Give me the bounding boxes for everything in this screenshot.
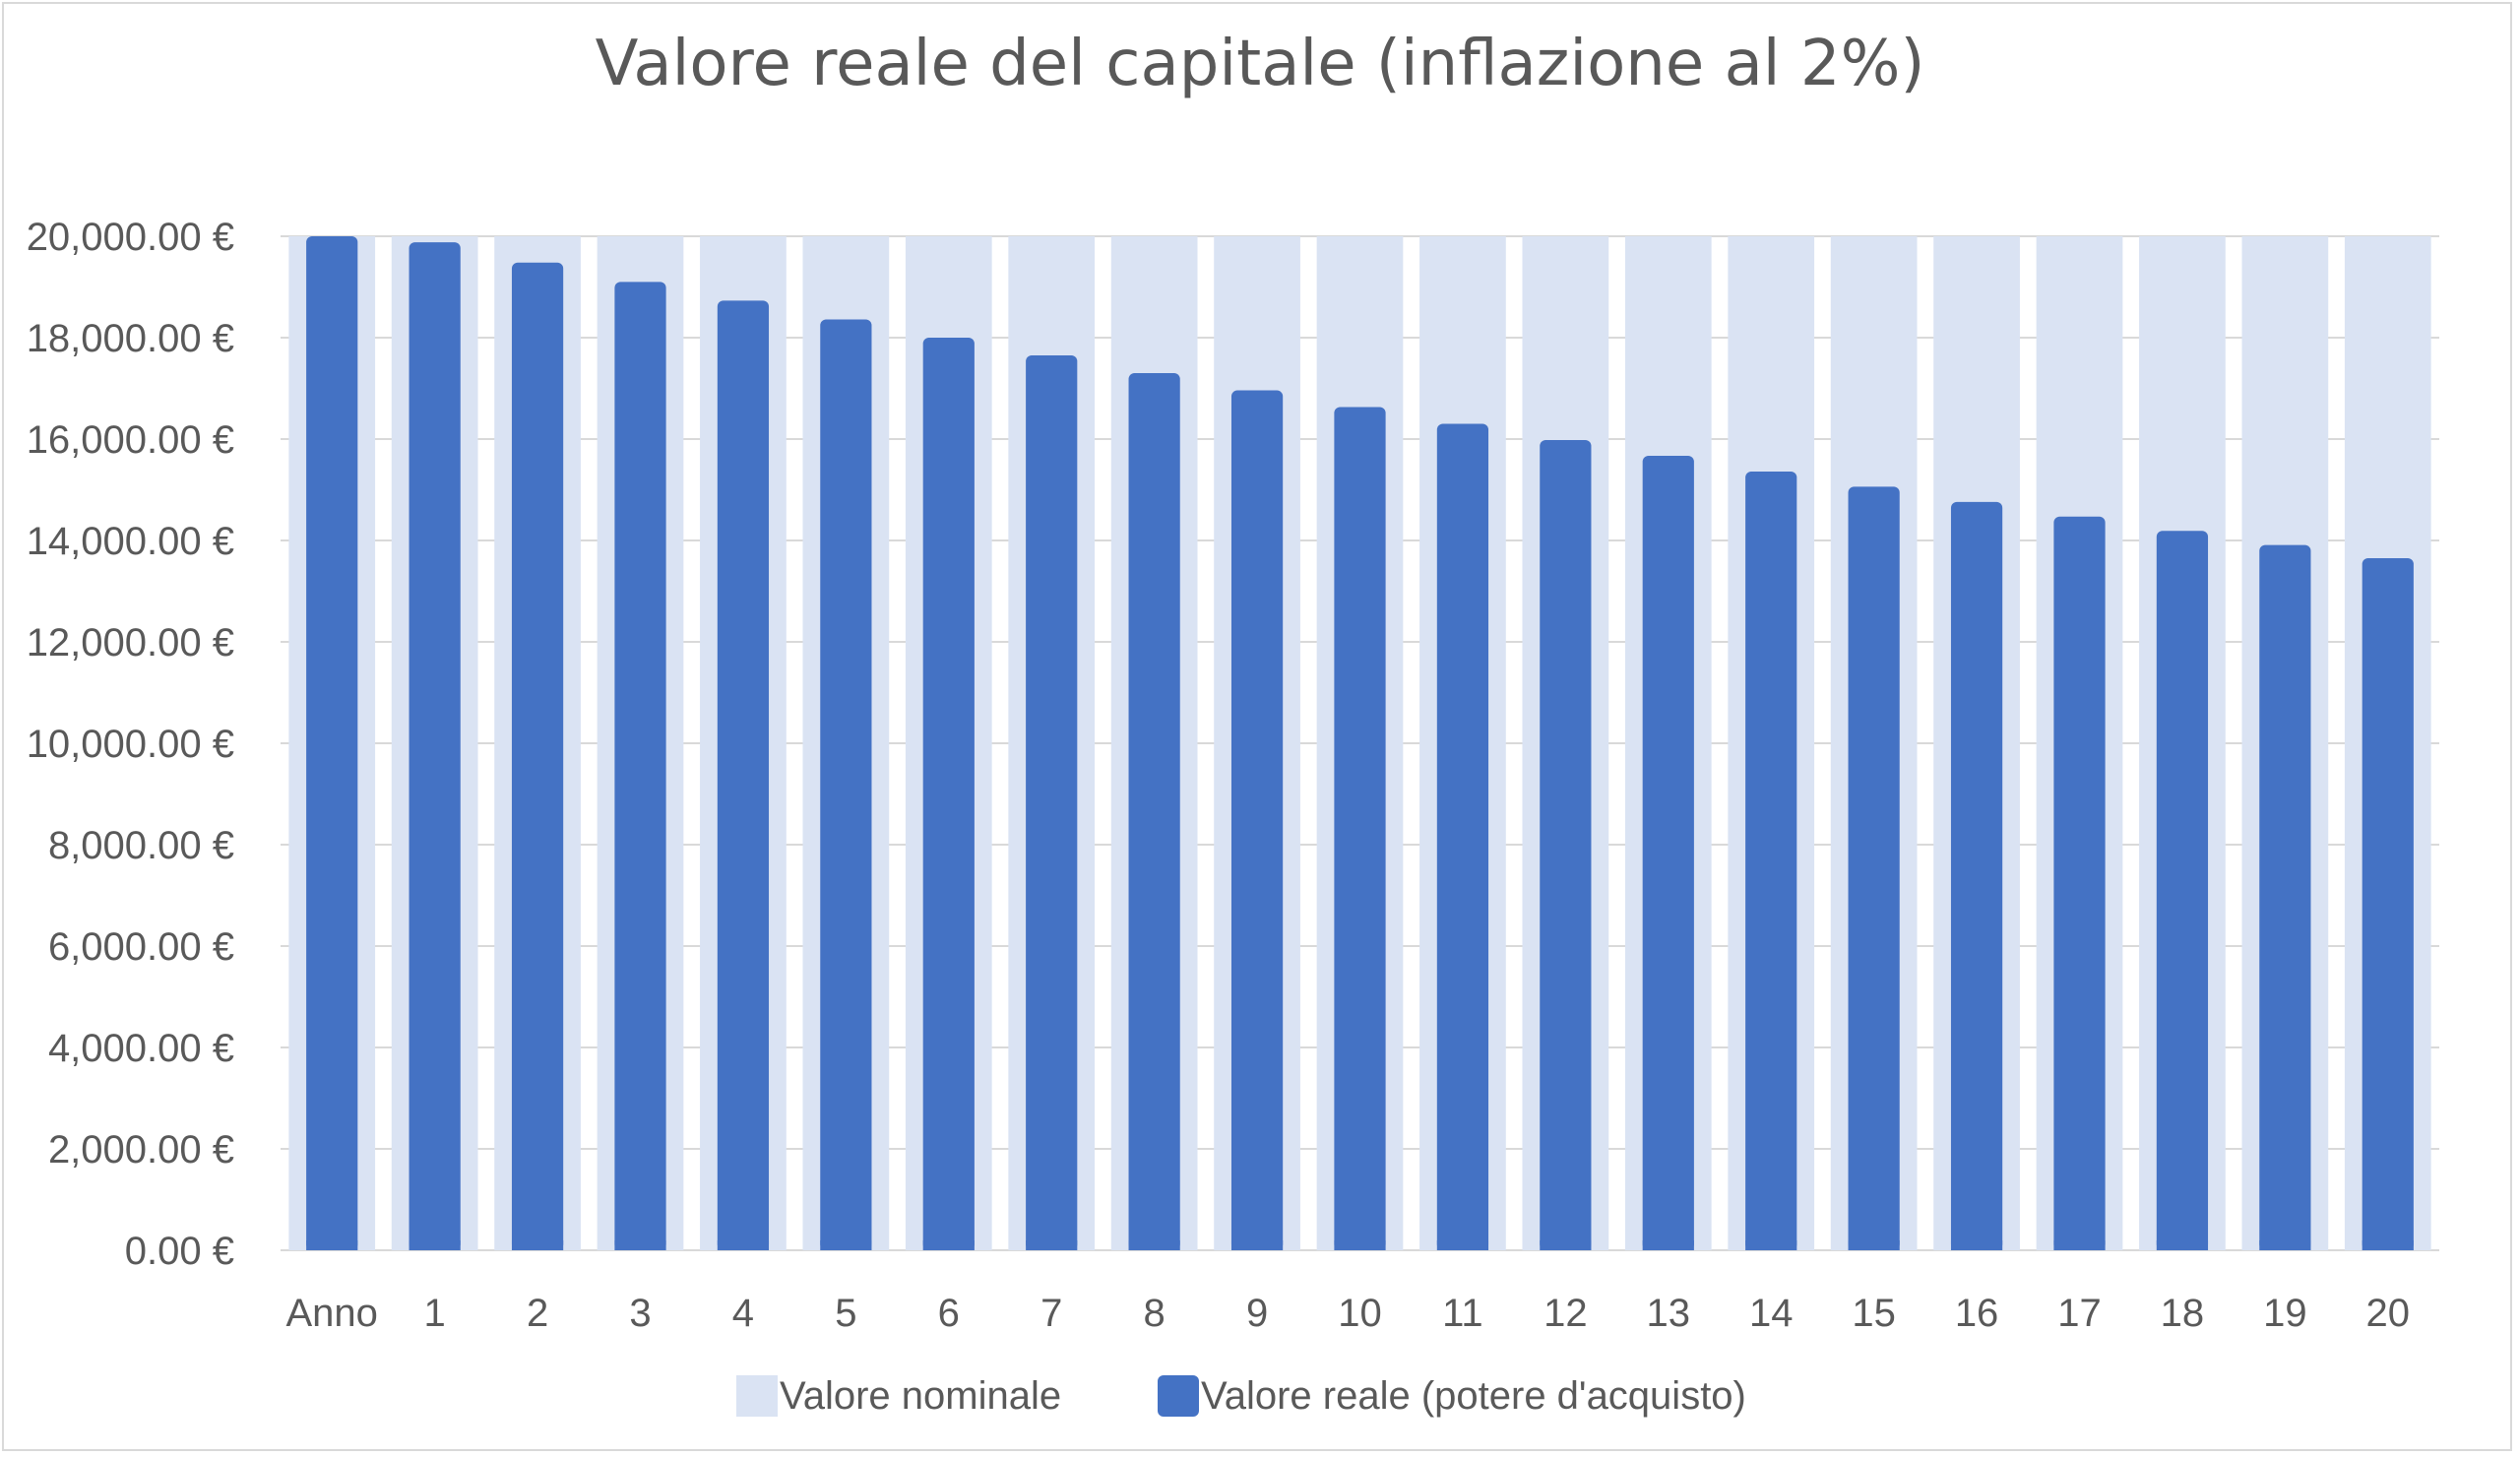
bar-real-base (2156, 1240, 2209, 1250)
x-tick-label: 4 (732, 1292, 754, 1335)
x-tick-label: Anno (286, 1292, 378, 1335)
bar-real-base (1745, 1240, 1797, 1250)
bar-real-14 (1745, 471, 1797, 1251)
bar-real-base (306, 1240, 358, 1250)
y-axis-tick-labels: 0.00 € 2,000.00 € 4,000.00 € 6,000.00 € 8,00… (27, 216, 234, 1273)
legend-swatch-real (1158, 1375, 1199, 1417)
x-tick-label: 8 (1144, 1292, 1166, 1335)
bar-real-16 (1950, 501, 2003, 1250)
x-axis-tick-labels: Anno 1 2 3 4 5 6 7 8 9 10 11 12 13 14 15 16 17 18 19 20 (286, 1292, 2411, 1335)
x-tick-label: 7 (1040, 1292, 1062, 1335)
y-tick-label: 18,000.00 € (27, 317, 234, 360)
x-tick-label: 6 (938, 1292, 960, 1335)
bar-real-base (1436, 1240, 1489, 1250)
x-tick-label: 15 (1852, 1292, 1896, 1335)
bar-real-base (1848, 1240, 1900, 1250)
bar-real-base (1128, 1240, 1180, 1250)
bar-real-base (820, 1240, 872, 1250)
bar-real-base (1230, 1240, 1284, 1250)
y-tick-label: 16,000.00 € (27, 418, 234, 462)
x-tick-label: 17 (2057, 1292, 2102, 1335)
bar-real-3 (614, 282, 666, 1251)
bar-real-base (717, 1240, 770, 1250)
x-tick-label: 2 (527, 1292, 548, 1335)
bar-real-17 (2053, 516, 2106, 1250)
bar-real-base (2259, 1240, 2311, 1250)
bar-real-base (511, 1240, 564, 1250)
bar-real-base (1334, 1240, 1386, 1250)
bar-real-2 (511, 262, 564, 1250)
y-tick-label: 0.00 € (125, 1230, 234, 1273)
y-tick-label: 14,000.00 € (27, 520, 234, 563)
x-tick-label: 13 (1647, 1292, 1691, 1335)
bar-real-base (614, 1240, 666, 1250)
bar-real-15 (1848, 486, 1900, 1250)
x-tick-label: 14 (1749, 1292, 1794, 1335)
y-tick-label: 10,000.00 € (27, 723, 234, 766)
bar-real-18 (2156, 531, 2209, 1250)
x-tick-label: 20 (2366, 1292, 2411, 1335)
y-tick-label: 8,000.00 € (48, 824, 234, 867)
bar-real-1 (409, 242, 461, 1250)
real-value-bars (306, 236, 2414, 1251)
bar-real-11 (1436, 423, 1489, 1250)
bar-real-base (1950, 1240, 2003, 1250)
y-tick-label: 12,000.00 € (27, 621, 234, 665)
y-tick-label: 2,000.00 € (48, 1128, 234, 1172)
y-tick-label: 4,000.00 € (48, 1027, 234, 1070)
bar-real-8 (1128, 373, 1180, 1250)
bar-real-9 (1230, 390, 1284, 1250)
legend-label-nominal: Valore nominale (780, 1374, 1061, 1418)
x-tick-label: 11 (1442, 1292, 1483, 1335)
x-tick-label: 9 (1246, 1292, 1268, 1335)
bar-real-5 (820, 319, 872, 1251)
y-tick-label: 20,000.00 € (27, 216, 234, 259)
bar-real-base (1540, 1240, 1592, 1250)
x-tick-label: 3 (629, 1292, 651, 1335)
x-tick-label: 1 (424, 1292, 446, 1335)
bar-real-base (922, 1240, 975, 1250)
bar-real-13 (1642, 455, 1694, 1250)
bar-real-10 (1334, 407, 1386, 1250)
x-tick-label: 19 (2263, 1292, 2307, 1335)
chart-title: Valore reale del capitale (inflazione al… (595, 28, 1925, 100)
x-tick-label: 16 (1955, 1292, 1999, 1335)
bar-real-6 (922, 338, 975, 1250)
bar-real-base (1642, 1240, 1694, 1250)
bar-real-Anno (306, 236, 358, 1250)
bar-real-base (1026, 1240, 1078, 1250)
bar-real-12 (1540, 440, 1592, 1250)
bar-real-20 (2362, 558, 2414, 1250)
bar-real-base (409, 1240, 461, 1250)
x-tick-label: 18 (2161, 1292, 2205, 1335)
bar-real-base (2053, 1240, 2106, 1250)
x-tick-label: 10 (1338, 1292, 1382, 1335)
x-tick-label: 12 (1544, 1292, 1588, 1335)
legend-label-real: Valore reale (potere d'acquisto) (1201, 1374, 1746, 1418)
bar-real-7 (1026, 355, 1078, 1250)
legend-swatch-nominal (736, 1375, 778, 1417)
legend: Valore nominale Valore reale (potere d'ac… (736, 1374, 1746, 1418)
y-tick-label: 6,000.00 € (48, 925, 234, 969)
x-tick-label: 5 (835, 1292, 856, 1335)
bar-real-19 (2259, 544, 2311, 1250)
bar-real-4 (717, 300, 770, 1250)
bar-real-base (2362, 1240, 2414, 1250)
